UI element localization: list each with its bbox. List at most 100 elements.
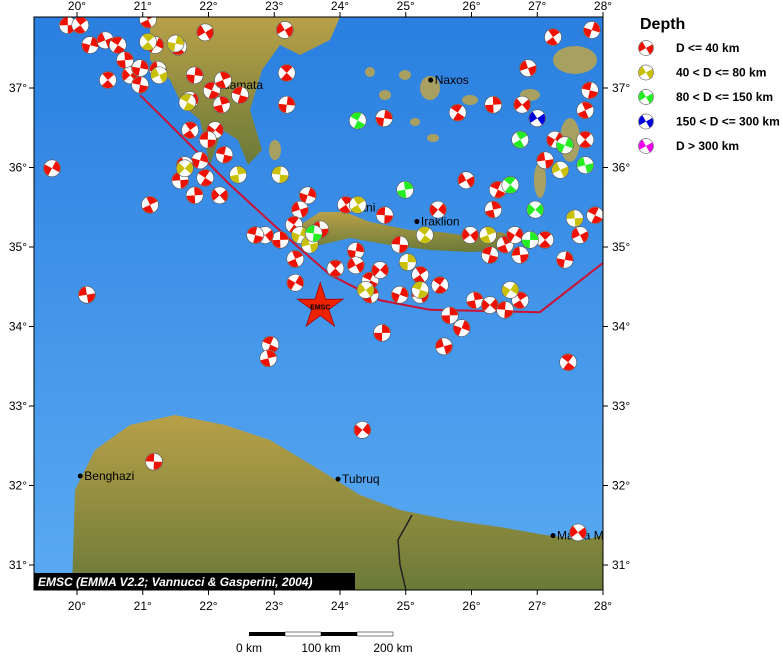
focal-mechanism-beachball[interactable] — [346, 193, 369, 216]
focal-mechanism-beachball[interactable] — [289, 199, 310, 220]
focal-mechanism-beachball[interactable] — [455, 169, 478, 192]
focal-mechanism-beachball[interactable] — [517, 57, 539, 79]
focal-mechanism-beachball[interactable] — [193, 166, 217, 190]
focal-mechanism-beachball[interactable] — [201, 79, 223, 101]
focal-mechanism-beachball[interactable] — [533, 228, 557, 252]
focal-mechanism-beachball[interactable] — [451, 317, 473, 339]
focal-mechanism-beachball[interactable] — [130, 58, 150, 78]
focal-mechanism-beachball[interactable] — [273, 18, 296, 41]
focal-mechanism-beachball[interactable] — [211, 94, 232, 115]
focal-mechanism-beachball[interactable] — [228, 165, 248, 185]
focal-mechanism-beachball[interactable] — [458, 223, 482, 247]
focal-mechanism-beachball[interactable] — [389, 284, 411, 306]
focal-mechanism-beachball[interactable] — [511, 246, 530, 265]
focal-mechanism-beachball[interactable] — [565, 209, 584, 228]
focal-mechanism-beachball[interactable] — [176, 91, 199, 114]
focal-mechanism-beachball[interactable] — [354, 278, 378, 302]
focal-mechanism-beachball[interactable] — [212, 69, 234, 91]
focal-mechanism-beachball[interactable] — [185, 186, 204, 205]
focal-mechanism-beachball[interactable] — [573, 128, 597, 152]
focal-mechanism-beachball[interactable] — [509, 128, 532, 151]
focal-mechanism-beachball[interactable] — [230, 85, 251, 106]
focal-mechanism-beachball[interactable] — [395, 180, 414, 199]
legend-beachball-icon[interactable] — [636, 87, 656, 107]
focal-mechanism-beachball[interactable] — [148, 64, 171, 87]
focal-mechanism-beachball[interactable] — [96, 68, 120, 92]
focal-mechanism-beachball[interactable] — [271, 165, 290, 184]
focal-mechanism-beachball[interactable] — [521, 231, 539, 249]
legend-beachball-icon[interactable] — [636, 38, 656, 58]
focal-mechanism-beachball[interactable] — [484, 95, 502, 114]
focal-mechanism-beachball[interactable] — [106, 33, 129, 56]
focal-mechanism-beachball[interactable] — [346, 109, 369, 132]
legend-beachball-icon[interactable] — [636, 136, 656, 156]
focal-mechanism-beachball[interactable] — [277, 95, 296, 114]
focal-mechanism-beachball[interactable] — [433, 336, 454, 357]
focal-mechanism-beachball[interactable] — [258, 348, 279, 369]
focal-mechanism-beachball[interactable] — [446, 101, 470, 125]
focal-mechanism-beachball[interactable] — [145, 452, 163, 471]
focal-mechanism-beachball[interactable] — [556, 350, 580, 374]
focal-mechanism-beachball[interactable] — [477, 224, 499, 246]
legend-beachball-icon[interactable] — [636, 111, 656, 131]
focal-mechanism-beachball[interactable] — [575, 155, 596, 176]
focal-mechanism-beachball[interactable] — [580, 80, 600, 100]
focal-mechanism-beachball[interactable] — [566, 521, 590, 545]
focal-mechanism-beachball[interactable] — [173, 156, 197, 180]
focal-mechanism-beachball[interactable] — [284, 271, 307, 294]
focal-mechanism-beachball[interactable] — [525, 106, 549, 130]
focal-mechanism-beachball[interactable] — [555, 250, 575, 270]
focal-mechanism-beachball[interactable] — [245, 225, 266, 246]
focal-mechanism-beachball[interactable] — [41, 157, 64, 180]
focal-mechanism-beachball[interactable] — [189, 150, 210, 171]
focal-mechanism-beachball[interactable] — [185, 66, 204, 85]
focal-mechanism-beachball[interactable] — [68, 13, 92, 37]
focal-mechanism-beachball[interactable] — [391, 235, 409, 254]
focal-mechanism-beachball[interactable] — [426, 198, 450, 222]
epicenter-star[interactable]: EMSC — [296, 281, 345, 328]
focal-mechanism-beachball[interactable] — [304, 224, 323, 243]
focal-mechanism-beachball[interactable] — [569, 224, 592, 247]
focal-mechanism-beachball[interactable] — [574, 99, 596, 121]
focal-mechanism-beachball[interactable] — [375, 206, 394, 224]
focal-mechanism-beachball[interactable] — [498, 173, 522, 197]
focal-mechanism-beachball[interactable] — [166, 33, 186, 53]
focal-mechanism-beachball[interactable] — [398, 253, 417, 271]
focal-mechanism-beachball[interactable] — [214, 145, 234, 165]
focal-mechanism-beachball[interactable] — [554, 134, 576, 156]
map-area[interactable]: alamataNaxosChaniIraklionBenghaziTubruqM… — [34, 8, 606, 590]
focal-mechanism-beachball[interactable] — [323, 256, 347, 280]
focal-mechanism-beachball[interactable] — [499, 278, 523, 302]
focal-mechanism-beachball[interactable] — [441, 306, 459, 325]
focal-mechanism-beachball[interactable] — [208, 183, 232, 207]
focal-mechanism-beachball[interactable] — [483, 199, 503, 219]
focal-mechanism-beachball[interactable] — [194, 21, 217, 44]
focal-mechanism-beachball[interactable] — [581, 19, 602, 40]
focal-mechanism-beachball[interactable] — [496, 301, 514, 319]
focal-mechanism-beachball[interactable] — [374, 109, 393, 128]
focal-mechanism-beachball[interactable] — [536, 151, 555, 170]
focal-mechanism-beachball[interactable] — [373, 324, 391, 342]
focal-mechanism-beachball[interactable] — [284, 248, 306, 270]
focal-mechanism-beachball[interactable] — [549, 159, 572, 182]
focal-mechanism-beachball[interactable] — [344, 254, 367, 277]
focal-mechanism-beachball[interactable] — [479, 245, 500, 266]
focal-mechanism-beachball[interactable] — [408, 263, 432, 287]
focal-mechanism-beachball[interactable] — [77, 285, 96, 304]
focal-mechanism-beachball[interactable] — [80, 35, 101, 56]
focal-mechanism-beachball[interactable] — [350, 418, 374, 442]
focal-mechanism-beachball[interactable] — [116, 51, 134, 69]
focal-mechanism-beachball[interactable] — [139, 194, 162, 217]
focal-mechanism-beachball[interactable] — [413, 223, 437, 247]
legend-beachball-icon[interactable] — [636, 62, 656, 82]
focal-mechanism-beachball[interactable] — [136, 30, 160, 54]
focal-mechanism-beachball[interactable] — [428, 273, 452, 297]
focal-mechanism-beachball[interactable] — [275, 61, 299, 85]
focal-mechanism-beachball[interactable] — [541, 25, 565, 49]
focal-mechanism-beachball[interactable] — [368, 258, 392, 282]
focal-mechanism-beachball[interactable] — [137, 8, 160, 31]
focal-mechanism-beachball[interactable] — [465, 290, 485, 310]
focal-mechanism-beachball[interactable] — [523, 198, 547, 222]
focal-mechanism-beachball[interactable] — [199, 130, 217, 149]
focal-mechanism-beachball[interactable] — [410, 279, 431, 300]
